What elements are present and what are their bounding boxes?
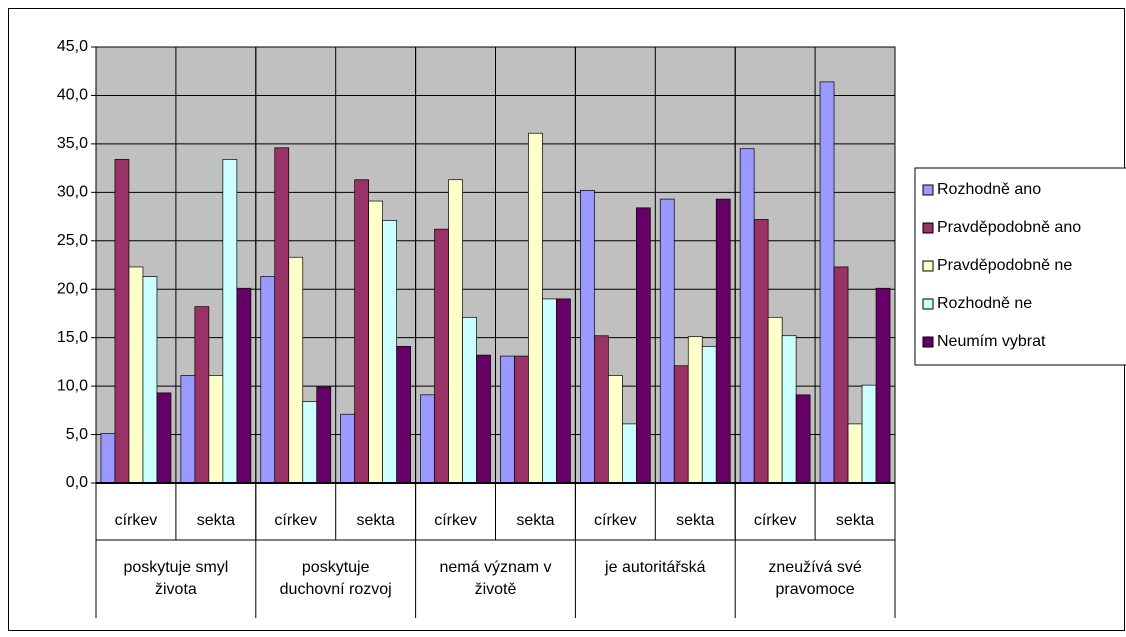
group-label: poskytuje (302, 559, 370, 576)
x-tick-label: církev (594, 512, 637, 529)
bar (194, 306, 210, 484)
bar (528, 132, 543, 484)
legend-swatch (922, 298, 934, 310)
group-label: života (155, 581, 197, 598)
x-tick-label: církev (754, 512, 797, 529)
bar (579, 190, 595, 484)
y-tick-label: 30,0 (57, 184, 88, 201)
bar (819, 81, 835, 484)
bar (847, 423, 863, 484)
bar (354, 179, 369, 484)
bar (100, 433, 116, 484)
y-tick-label: 10,0 (57, 377, 88, 394)
bar (382, 220, 397, 484)
legend-swatch (922, 184, 934, 196)
bar (128, 266, 144, 484)
bar (500, 355, 515, 484)
bar (208, 375, 224, 484)
bar (368, 200, 383, 484)
y-tick-label: 25,0 (57, 232, 88, 249)
bar (635, 207, 651, 484)
y-tick-label: 15,0 (57, 329, 88, 346)
bar (621, 423, 637, 484)
bar (701, 346, 717, 484)
bar (260, 276, 276, 484)
x-tick-label: církev (274, 512, 317, 529)
group-label: je autoritářská (604, 559, 706, 576)
x-tick-label: sekta (357, 512, 395, 529)
bar (795, 394, 811, 484)
bar (875, 287, 891, 484)
legend-swatch (922, 222, 934, 234)
group-label: nemá význam v (439, 559, 551, 576)
bar (274, 147, 290, 484)
group-label: duchovní rozvoj (280, 581, 392, 598)
bar (739, 148, 755, 484)
bar (476, 354, 491, 484)
group-label: zneužívá své (768, 559, 861, 576)
bar (180, 375, 196, 484)
bar (673, 365, 689, 484)
bar (593, 335, 609, 484)
legend-label: Neumím vybrat (937, 333, 1046, 350)
bar (781, 335, 797, 484)
bar (715, 198, 731, 484)
bar (420, 394, 435, 484)
x-tick-label: sekta (516, 512, 554, 529)
bar (767, 316, 783, 484)
bar (556, 298, 571, 484)
x-tick-label: sekta (676, 512, 714, 529)
bar (514, 355, 529, 484)
x-tick-label: sekta (836, 512, 874, 529)
bar (659, 198, 675, 484)
bar (396, 346, 411, 484)
bar (316, 386, 332, 484)
group-label: poskytuje smyl (123, 559, 228, 576)
bar (222, 159, 238, 484)
y-tick-label: 35,0 (57, 135, 88, 152)
legend-label: Rozhodně ano (937, 181, 1041, 198)
bar (833, 266, 849, 484)
y-tick-label: 5,0 (66, 426, 88, 443)
bar (142, 276, 158, 484)
bar (687, 336, 703, 484)
bar (340, 413, 355, 484)
bar (156, 392, 172, 484)
bar (302, 401, 318, 484)
bar (861, 384, 877, 484)
y-tick-label: 40,0 (57, 87, 88, 104)
legend-label: Pravděpodobně ano (937, 219, 1081, 236)
legend-swatch (922, 260, 934, 272)
bar (753, 219, 769, 484)
legend-label: Pravděpodobně ne (937, 257, 1072, 274)
bar (288, 256, 304, 484)
group-label: pravomoce (776, 581, 855, 598)
bar (462, 316, 477, 484)
bar (448, 179, 463, 484)
x-tick-label: církev (115, 512, 158, 529)
bar (434, 228, 449, 484)
y-tick-label: 45,0 (57, 38, 88, 55)
bar (236, 287, 252, 484)
legend-swatch (922, 336, 934, 348)
bar (607, 375, 623, 484)
x-tick-label: církev (434, 512, 477, 529)
bar (542, 298, 557, 484)
y-tick-label: 20,0 (57, 280, 88, 297)
legend-label: Rozhodně ne (937, 295, 1032, 312)
x-tick-label: sekta (197, 512, 235, 529)
bar (114, 159, 130, 484)
legend-box (914, 167, 1126, 366)
y-tick-label: 0,0 (66, 474, 88, 491)
group-label: životě (475, 581, 517, 598)
